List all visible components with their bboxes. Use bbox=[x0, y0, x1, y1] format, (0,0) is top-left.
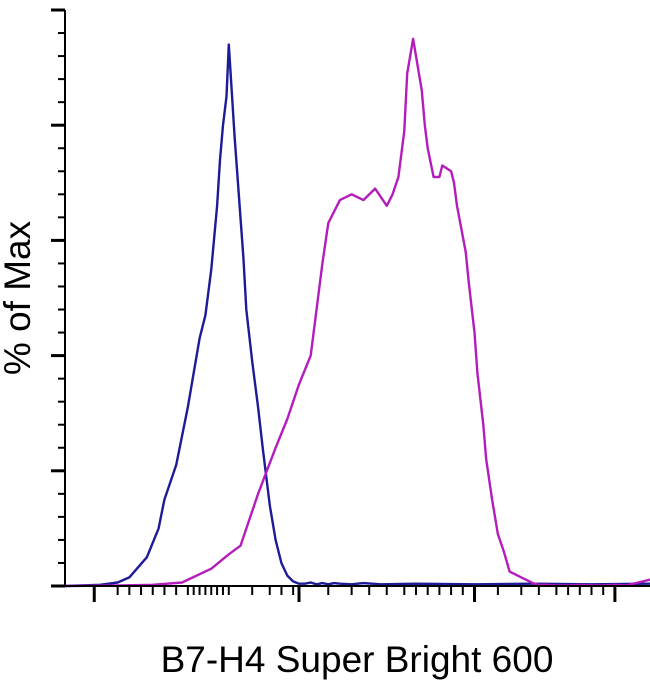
series-line-2 bbox=[63, 37, 650, 588]
x-axis-label: B7-H4 Super Bright 600 bbox=[161, 639, 554, 680]
x-ticks bbox=[92, 586, 617, 602]
y-ticks bbox=[51, 8, 65, 588]
y-axis-label: % of Max bbox=[0, 220, 38, 375]
series-layer bbox=[63, 37, 650, 588]
series-line-1 bbox=[63, 43, 650, 588]
